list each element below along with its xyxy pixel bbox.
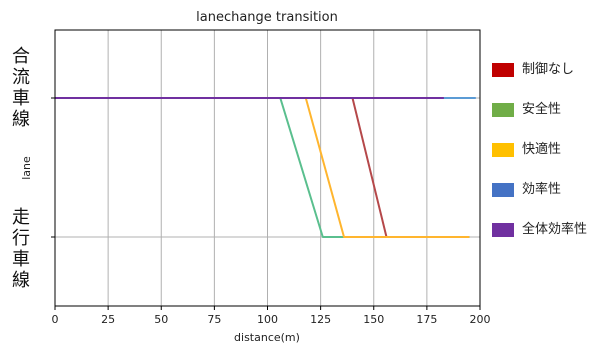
lane-char: 流 xyxy=(12,67,30,88)
legend-swatch xyxy=(492,183,514,197)
x-axis-ticks: 0 25 50 75 100 125 150 175 200 xyxy=(51,97,491,326)
lane-char: 走 xyxy=(12,207,30,228)
series-line-1 xyxy=(55,97,470,238)
lane-char: 車 xyxy=(12,88,30,109)
legend: 制御なし安全性快適性効率性全体効率性 xyxy=(492,62,592,262)
x-tick-label: 100 xyxy=(257,313,278,326)
x-tick-label: 150 xyxy=(363,313,384,326)
x-tick-label: 175 xyxy=(416,313,437,326)
legend-label: 制御なし xyxy=(522,62,575,77)
series-line-0 xyxy=(55,97,470,238)
legend-label: 全体効率性 xyxy=(522,222,588,237)
legend-item: 快適性 xyxy=(492,142,592,182)
series-layer xyxy=(55,97,476,238)
grid xyxy=(54,30,481,306)
x-tick-label: 200 xyxy=(470,313,491,326)
legend-swatch xyxy=(492,143,514,157)
legend-swatch xyxy=(492,103,514,117)
x-tick-label: 25 xyxy=(101,313,115,326)
legend-swatch xyxy=(492,223,514,237)
x-tick-label: 0 xyxy=(52,313,59,326)
legend-label: 効率性 xyxy=(522,182,562,197)
legend-item: 全体効率性 xyxy=(492,222,592,262)
legend-label: 快適性 xyxy=(522,142,562,157)
lane-char: 線 xyxy=(12,270,30,291)
legend-item: 安全性 xyxy=(492,102,592,142)
series-line-2 xyxy=(55,97,470,238)
lane-char: 合 xyxy=(12,46,30,67)
x-tick-label: 50 xyxy=(154,313,168,326)
legend-item: 制御なし xyxy=(492,62,592,102)
x-tick-label: 75 xyxy=(207,313,221,326)
lane-char: 行 xyxy=(12,228,30,249)
lane-char: 線 xyxy=(12,109,30,130)
legend-item: 効率性 xyxy=(492,182,592,222)
lane-char: 車 xyxy=(12,249,30,270)
chart-title: lanechange transition xyxy=(196,10,338,25)
legend-label: 安全性 xyxy=(522,102,562,117)
x-tick-label: 125 xyxy=(310,313,331,326)
y-axis-label: lane xyxy=(20,156,33,180)
legend-swatch xyxy=(492,63,514,77)
x-axis-label: distance(m) xyxy=(234,331,300,344)
